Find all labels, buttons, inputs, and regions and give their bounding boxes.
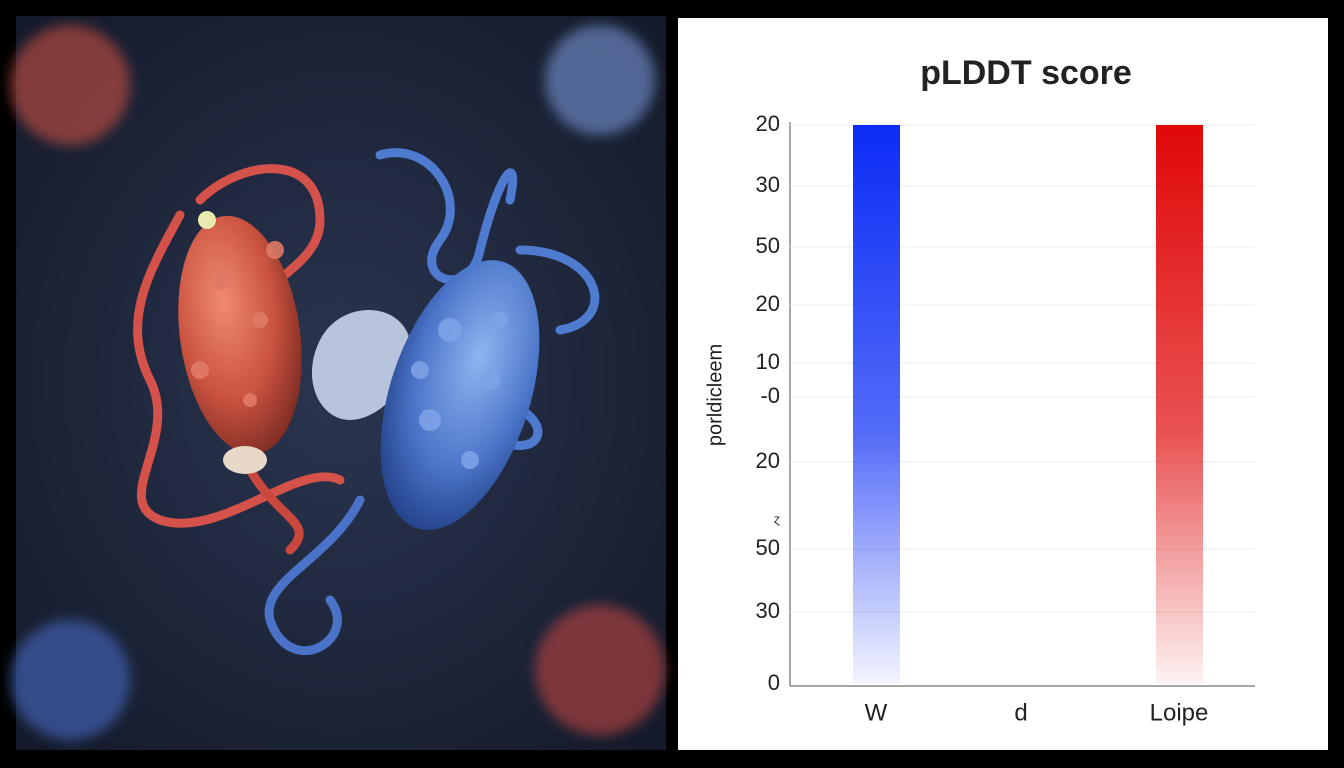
y-tick-label: ɀ bbox=[774, 512, 780, 526]
bar bbox=[853, 125, 900, 684]
y-tick-label: 0 bbox=[768, 670, 780, 695]
bar bbox=[1156, 125, 1203, 684]
x-tick-label: Loipe bbox=[1150, 699, 1209, 726]
y-tick-label: 50 bbox=[756, 535, 780, 560]
y-tick-label: 30 bbox=[756, 172, 780, 197]
y-tick-label: 30 bbox=[756, 598, 780, 623]
y-tick-label: 20 bbox=[756, 111, 780, 136]
y-tick-label: -0 bbox=[760, 383, 780, 408]
y-axis-label: porldicleem bbox=[704, 344, 726, 446]
y-tick-label: 10 bbox=[756, 349, 780, 374]
y-tick-label: 20 bbox=[756, 291, 780, 316]
x-tick-label: W bbox=[865, 699, 888, 726]
chart-panel bbox=[678, 18, 1328, 750]
protein-illustration bbox=[10, 16, 666, 750]
chart-title: pLDDT score bbox=[920, 54, 1132, 92]
y-tick-label: 50 bbox=[756, 233, 780, 258]
x-tick-label: d bbox=[1014, 699, 1027, 726]
y-tick-label: 20 bbox=[756, 448, 780, 473]
